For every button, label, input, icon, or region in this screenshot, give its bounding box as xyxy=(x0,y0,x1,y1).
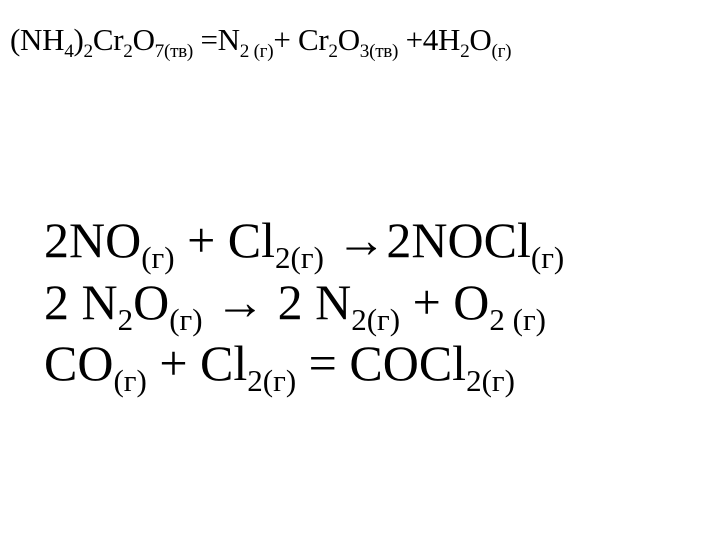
s: 7(тв) xyxy=(155,41,193,62)
s: 4 xyxy=(64,41,73,62)
arrow-icon: → xyxy=(203,274,278,330)
t: + Cl xyxy=(175,212,275,268)
t: 2 N xyxy=(278,274,352,330)
equation-4: CO(г) + Cl2(г) = COCl2(г) xyxy=(44,333,564,395)
equation-3: 2 N2O(г) → 2 N2(г) + O2 (г) xyxy=(44,272,564,334)
eq1-text: (NH4)2Cr2O7(тв) =N2 (г)+ Cr2O3(тв) +4H2O… xyxy=(10,22,511,57)
t: + Cl xyxy=(147,335,247,391)
s: 2(г) xyxy=(247,363,296,398)
s: (г) xyxy=(113,363,146,398)
s: 2(г) xyxy=(351,302,400,337)
t: 2NOCl xyxy=(386,212,530,268)
t: O xyxy=(133,274,169,330)
s: 2(г) xyxy=(466,363,515,398)
t: = COCl xyxy=(296,335,466,391)
t: 2NO xyxy=(44,212,141,268)
t: 2 N xyxy=(44,274,118,330)
t: + O xyxy=(400,274,489,330)
equations-page: (NH4)2Cr2O7(тв) =N2 (г)+ Cr2O3(тв) +4H2O… xyxy=(0,0,720,540)
arrow-icon: → xyxy=(324,212,387,268)
s: 3(тв) xyxy=(360,41,398,62)
t: =N xyxy=(193,22,240,57)
equation-2: 2NO(г) + Cl2(г) →2NOCl(г) xyxy=(44,210,564,272)
s: (г) xyxy=(169,302,202,337)
s: 2 (г) xyxy=(240,41,274,62)
s: 2(г) xyxy=(275,240,324,275)
t: (NH xyxy=(10,22,64,57)
t: O xyxy=(133,22,155,57)
t: O xyxy=(469,22,491,57)
t: Cr xyxy=(93,22,123,57)
s: 2 xyxy=(123,41,132,62)
s: (г) xyxy=(491,41,511,62)
t: + Cr xyxy=(273,22,328,57)
s: 2 (г) xyxy=(489,302,546,337)
equation-group: 2NO(г) + Cl2(г) →2NOCl(г) 2 N2O(г) → 2 N… xyxy=(44,210,564,395)
t: CO xyxy=(44,335,113,391)
s: 2 xyxy=(118,302,134,337)
s: 2 xyxy=(84,41,93,62)
t: O xyxy=(338,22,360,57)
s: 2 xyxy=(328,41,337,62)
s: 2 xyxy=(460,41,469,62)
t: +4H xyxy=(398,22,460,57)
equation-1: (NH4)2Cr2O7(тв) =N2 (г)+ Cr2O3(тв) +4H2O… xyxy=(10,22,715,58)
t: ) xyxy=(74,22,84,57)
s: (г) xyxy=(141,240,174,275)
s: (г) xyxy=(531,240,564,275)
